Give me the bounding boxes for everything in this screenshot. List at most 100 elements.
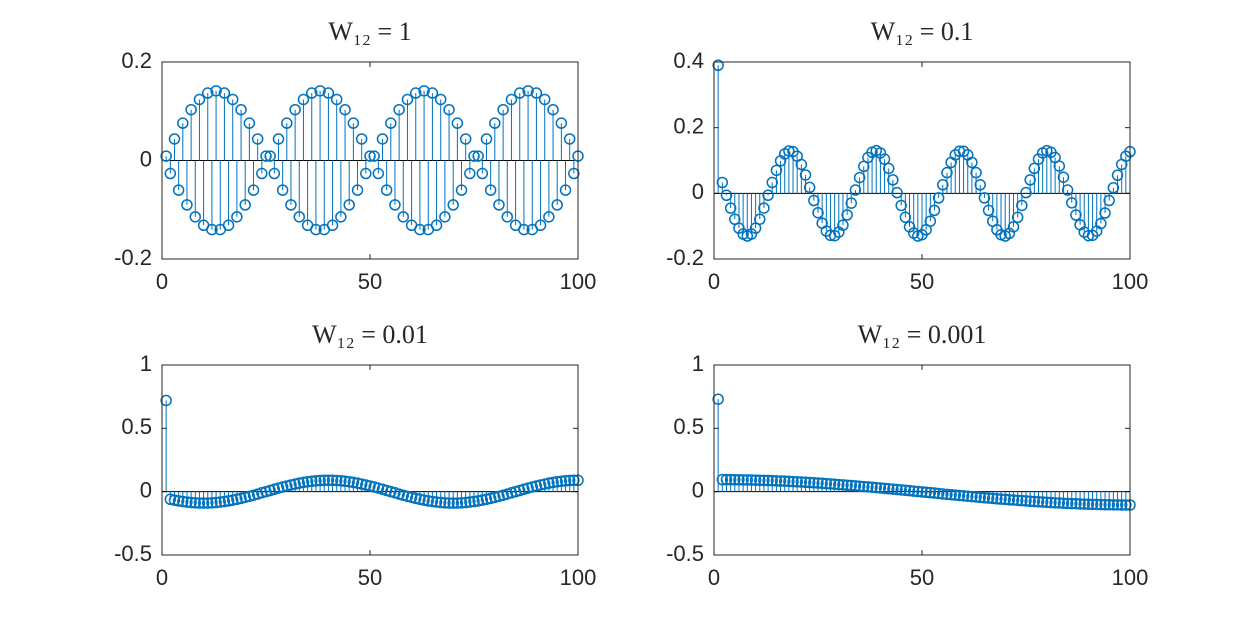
stem-marker xyxy=(1036,496,1049,508)
stem-marker xyxy=(991,493,1003,505)
stem-marker xyxy=(235,103,247,116)
x-tick-label: 0 xyxy=(708,565,720,590)
stem-marker xyxy=(737,474,749,486)
stem-marker xyxy=(405,491,418,504)
stem-marker xyxy=(330,474,343,487)
stem-marker xyxy=(426,87,439,99)
stem-marker xyxy=(887,174,899,186)
stem-marker xyxy=(559,184,572,196)
stem-marker xyxy=(443,497,455,509)
stem-marker xyxy=(803,181,816,194)
y-tick-label: 1 xyxy=(140,351,152,376)
stem-marker xyxy=(376,133,389,145)
stem-marker xyxy=(260,150,272,162)
x-tick-label: 50 xyxy=(358,269,382,294)
stem-marker xyxy=(472,150,484,162)
stem-marker xyxy=(301,476,314,488)
stem-marker xyxy=(193,497,206,509)
stem-marker xyxy=(414,223,426,236)
stem-marker xyxy=(1016,199,1028,212)
stem-marker xyxy=(758,202,770,214)
stem-marker xyxy=(733,474,745,486)
y-tick-label: 0 xyxy=(692,477,704,502)
stem-marker xyxy=(226,494,239,506)
stem-marker xyxy=(849,184,862,196)
stem-marker xyxy=(306,87,318,99)
stem-marker xyxy=(343,199,355,211)
stem-marker xyxy=(459,496,472,509)
stem-marker xyxy=(181,199,193,211)
stem-marker xyxy=(447,199,459,211)
axes-box xyxy=(713,364,1131,556)
stem-marker xyxy=(774,475,787,487)
stem-marker xyxy=(360,167,372,180)
stem-marker xyxy=(181,496,193,508)
stem-marker xyxy=(310,223,322,236)
stem-marker xyxy=(505,93,518,106)
stem-marker xyxy=(484,184,497,196)
stem-marker xyxy=(247,184,260,196)
stem-marker xyxy=(799,169,812,181)
stem-marker xyxy=(497,103,509,116)
stem-marker xyxy=(754,474,766,487)
stem-marker xyxy=(724,202,737,214)
stem-marker xyxy=(272,133,285,145)
stem-marker xyxy=(1111,169,1124,182)
stem-marker xyxy=(795,476,808,488)
stem-marker xyxy=(206,497,218,509)
stem-marker xyxy=(360,479,372,491)
stem-marker xyxy=(932,192,945,204)
stem-marker xyxy=(912,485,924,498)
stem-marker xyxy=(251,133,264,145)
stem-marker xyxy=(563,133,576,145)
stem-marker xyxy=(808,477,820,489)
stem-marker xyxy=(160,394,172,407)
stem-marker xyxy=(281,480,293,492)
stem-marker xyxy=(808,194,820,207)
stem-marker xyxy=(202,87,214,99)
stem-marker xyxy=(924,486,937,499)
stem-marker xyxy=(568,474,580,487)
stem-marker xyxy=(547,476,559,489)
stem-marker xyxy=(978,491,991,504)
stem-marker xyxy=(243,117,256,129)
stem-marker xyxy=(766,176,778,189)
stem-marker xyxy=(949,489,962,501)
stem-marker xyxy=(289,478,301,490)
stem-marker xyxy=(410,87,422,99)
stem-marker xyxy=(799,476,812,489)
axes-box xyxy=(161,364,579,556)
stem-marker xyxy=(895,484,907,496)
stem-marker xyxy=(882,483,895,495)
x-tick-label: 100 xyxy=(1112,269,1149,294)
stem-marker xyxy=(1107,499,1120,511)
stem-marker xyxy=(1011,211,1024,224)
stem-marker xyxy=(1041,496,1053,509)
subplot: W₁₂ = 0.1-0.200.20.40 50 100 xyxy=(666,17,1148,294)
stem-marker xyxy=(335,211,347,223)
stem-marker xyxy=(455,184,468,196)
stem-marker xyxy=(538,478,551,490)
stem-marker xyxy=(472,495,484,507)
stem-marker xyxy=(1020,495,1032,507)
stem-marker xyxy=(297,93,310,106)
stem-marker xyxy=(754,213,766,226)
stem-marker xyxy=(899,484,912,497)
stem-marker xyxy=(1095,217,1107,230)
stem-marker xyxy=(314,474,326,487)
stem-marker xyxy=(543,211,555,223)
stem-marker xyxy=(439,497,451,509)
stem-marker xyxy=(547,103,559,116)
stem-marker xyxy=(339,103,351,116)
stem-marker xyxy=(1057,171,1070,183)
stem-marker xyxy=(197,497,210,509)
stem-marker xyxy=(966,156,978,169)
stem-marker xyxy=(168,133,181,145)
stem-marker xyxy=(476,494,489,506)
x-tick-label: 100 xyxy=(560,565,597,590)
stem-marker xyxy=(214,496,226,508)
stem-marker xyxy=(193,93,206,106)
stem-marker xyxy=(177,117,189,129)
stem-marker xyxy=(982,204,995,217)
